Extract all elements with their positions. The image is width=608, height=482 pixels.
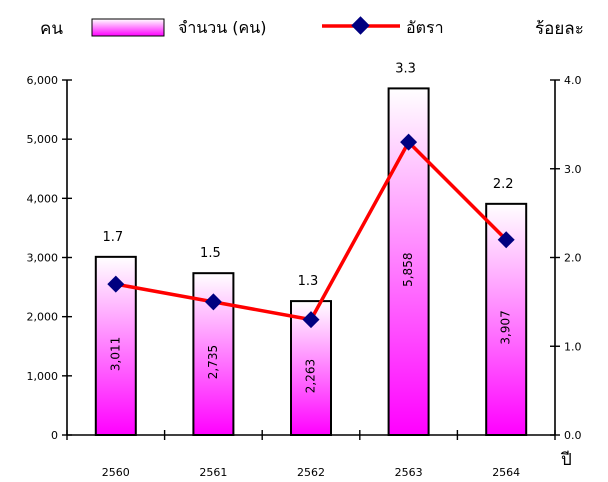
rate-line	[115, 140, 508, 322]
rate-marker	[107, 275, 125, 293]
right-y-tick-label: 3.0	[564, 163, 582, 176]
rate-marker	[497, 231, 515, 249]
rate-value-label: 1.3	[298, 274, 319, 289]
rate-value-label: 3.3	[395, 61, 416, 76]
bar-value-label: 3,907	[499, 310, 513, 344]
bar-value-label: 3,011	[108, 337, 122, 371]
rate-value-label: 2.2	[493, 177, 514, 192]
right-y-tick-label: 0.0	[564, 429, 582, 442]
legend: จำนวน (คน) อัตรา	[91, 16, 444, 37]
x-tick-label: 2562	[297, 466, 325, 479]
left-y-tick-label: 4,000	[27, 192, 59, 205]
bar	[290, 300, 332, 436]
left-y-tick-label: 2,000	[27, 311, 59, 324]
bar-value-label: 2,735	[206, 345, 220, 379]
left-y-tick-label: 0	[51, 429, 58, 442]
legend-marker	[351, 16, 370, 35]
x-tick-label: 2564	[492, 466, 520, 479]
rate-marker	[204, 293, 222, 311]
right-y-tick-label: 1.0	[564, 340, 582, 353]
legend-line-label: อัตรา	[406, 18, 444, 37]
left-axis-unit-label: คน	[40, 19, 63, 39]
left-y-tick-label: 5,000	[27, 133, 59, 146]
legend-bar-swatch	[91, 18, 165, 37]
left-y-tick-label: 3,000	[27, 252, 59, 265]
right-axis-unit-label: ร้อยละ	[535, 19, 584, 39]
x-tick-label: 2563	[395, 466, 423, 479]
rate-marker	[400, 133, 418, 151]
x-tick-label: 2560	[102, 466, 130, 479]
left-y-tick-label: 6,000	[27, 74, 59, 87]
x-axis-label: ปี	[560, 450, 572, 470]
rate-marker	[302, 311, 320, 329]
bar-value-label: 5,858	[401, 253, 415, 287]
rate-value-label: 1.7	[102, 230, 123, 245]
bar-value-label: 2,263	[304, 359, 318, 393]
rate-value-label: 1.5	[200, 246, 221, 261]
x-tick-label: 2561	[199, 466, 227, 479]
right-y-tick-label: 4.0	[564, 74, 582, 87]
right-y-tick-label: 2.0	[564, 252, 582, 265]
legend-bar-label: จำนวน (คน)	[178, 18, 266, 37]
left-y-tick-label: 1,000	[27, 370, 59, 383]
